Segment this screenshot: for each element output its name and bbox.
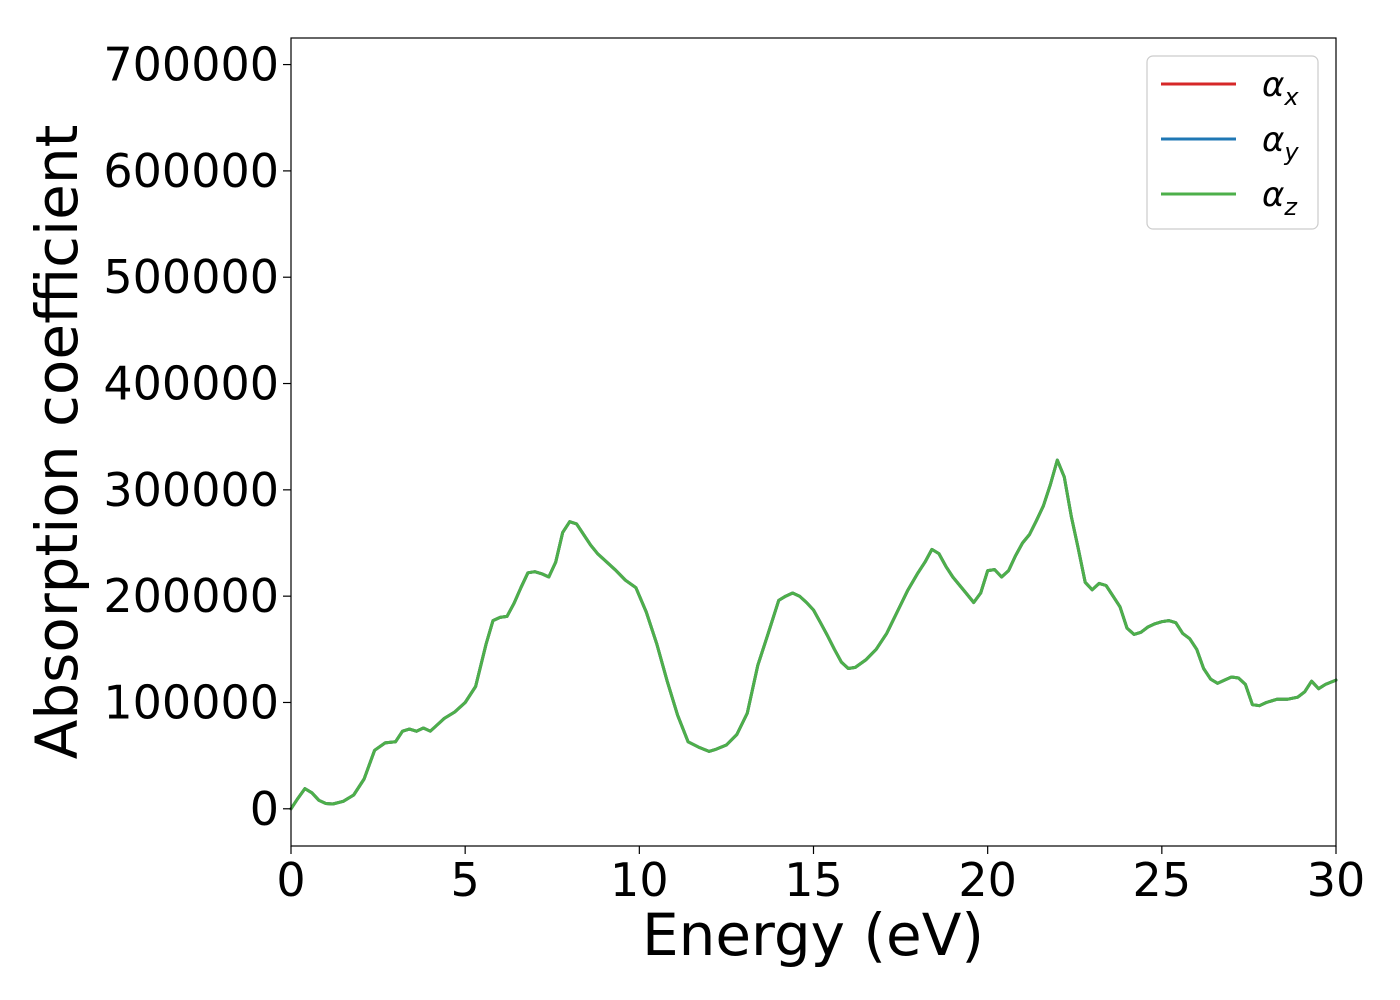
y-tick-label: 300000	[103, 463, 279, 517]
y-tick-label: 100000	[103, 675, 279, 729]
series-line-x	[289, 458, 1338, 811]
legend-symbol: α	[1262, 120, 1284, 160]
y-tick-label: 500000	[103, 250, 279, 304]
x-tick-label: 10	[610, 853, 669, 907]
series-line-z	[289, 458, 1338, 811]
y-tick-label: 600000	[103, 144, 279, 198]
series-line-y	[289, 458, 1338, 811]
x-tick-label: 20	[958, 853, 1017, 907]
series-layer	[289, 458, 1338, 811]
y-tick-label: 0	[250, 782, 279, 836]
x-tick-label: 0	[276, 853, 305, 907]
x-tick-label: 25	[1133, 853, 1192, 907]
legend-subscript: y	[1283, 138, 1299, 166]
legend-label-z: αz	[1262, 175, 1298, 221]
y-tick-label: 700000	[103, 38, 279, 92]
legend-box	[1146, 55, 1319, 230]
legend-label-x: αx	[1262, 65, 1299, 111]
y-axis: 0 100000 200000 300000 400000 500000 600000 700…	[103, 38, 291, 836]
x-tick-label: 5	[451, 853, 480, 907]
x-axis: 0 5 10 15 20 25 30	[276, 846, 1365, 907]
legend-subscript: z	[1283, 193, 1298, 221]
legend-symbol: α	[1262, 175, 1284, 215]
y-tick-label: 400000	[103, 357, 279, 411]
x-axis-title: Energy (eV)	[642, 901, 984, 969]
x-tick-label: 30	[1307, 853, 1366, 907]
y-tick-label: 200000	[103, 569, 279, 623]
legend-subscript: x	[1283, 83, 1299, 111]
legend-label-y: αy	[1262, 120, 1299, 166]
x-tick-label: 15	[784, 853, 843, 907]
legend-symbol: α	[1262, 65, 1284, 105]
y-axis-title: Absorption coefficient	[23, 125, 91, 760]
